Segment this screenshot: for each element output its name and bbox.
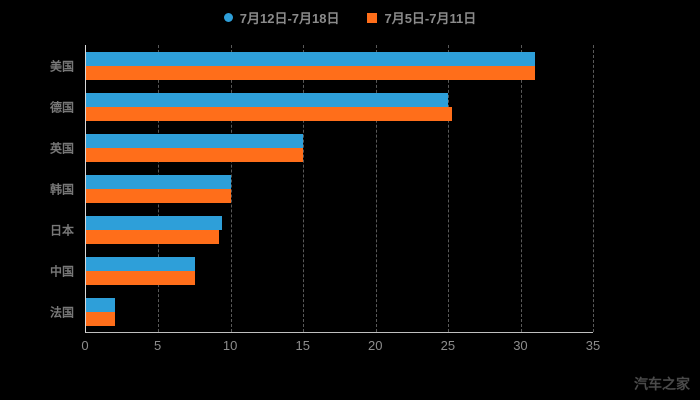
- y-axis-labels: 美国德国英国韩国日本中国法国: [0, 45, 78, 333]
- x-tick-label: 30: [513, 338, 528, 353]
- legend-circle-marker-icon: [223, 13, 233, 22]
- bar-week1-4[interactable]: [86, 188, 231, 203]
- legend-square-marker-icon: [367, 12, 378, 23]
- x-tick-label: 5: [153, 338, 162, 353]
- bar-week2-3[interactable]: [86, 133, 304, 148]
- gridline-x-25: [448, 45, 450, 332]
- gridline-x-10: [230, 45, 232, 332]
- y-category-label: 日本: [49, 223, 74, 238]
- bar-group-7: [86, 291, 593, 332]
- y-category-label: 法国: [49, 305, 74, 320]
- x-tick-label: 20: [368, 338, 383, 353]
- autohome-watermark: 汽车之家: [634, 376, 690, 392]
- gridline-x-15: [303, 45, 305, 332]
- bar-group-5: [86, 209, 593, 250]
- bar-group-2: [86, 86, 593, 127]
- gridline-x-30: [520, 45, 522, 332]
- bar-group-1: [86, 45, 593, 86]
- legend-label: 7月12日-7月18日: [239, 11, 340, 26]
- y-category-label: 美国: [49, 59, 74, 74]
- bar-week1-6[interactable]: [86, 270, 195, 285]
- bar-week2-2[interactable]: [86, 92, 449, 107]
- gridline-x-20: [375, 45, 377, 332]
- bar-week1-5[interactable]: [86, 229, 220, 244]
- bar-group-3: [86, 127, 593, 168]
- bar-group-6: [86, 250, 593, 291]
- bar-week1-3[interactable]: [86, 147, 304, 162]
- bar-week1-7[interactable]: [86, 311, 115, 326]
- x-tick-label: 35: [585, 338, 601, 353]
- bar-week2-6[interactable]: [86, 256, 195, 271]
- legend-item-week1[interactable]: 7月5日-7月11日: [367, 8, 476, 27]
- bar-week1-2[interactable]: [86, 106, 453, 121]
- x-axis-labels: 0 5 10 15 20 25 30 35: [81, 338, 600, 356]
- x-tick-label: 10: [222, 338, 238, 353]
- bar-week2-4[interactable]: [86, 174, 231, 189]
- y-category-label: 英国: [49, 141, 74, 156]
- legend-label: 7月5日-7月11日: [384, 11, 477, 26]
- bar-week2-1[interactable]: [86, 51, 536, 66]
- plot-area: [85, 45, 594, 333]
- y-category-label: 韩国: [49, 182, 74, 197]
- x-tick-label: 25: [440, 338, 456, 353]
- x-tick-label: 0: [81, 338, 89, 353]
- bar-week2-5[interactable]: [86, 215, 223, 230]
- bar-week2-7[interactable]: [86, 297, 115, 312]
- legend-item-week2[interactable]: 7月12日-7月18日: [223, 8, 340, 27]
- chart-legend: 7月12日-7月18日 7月5日-7月11日: [0, 8, 700, 27]
- y-category-label: 中国: [49, 264, 74, 279]
- x-tick-label: 15: [295, 338, 310, 353]
- y-category-label: 德国: [49, 100, 74, 115]
- gridline-x-35: [593, 45, 594, 332]
- bar-rows: [86, 45, 593, 332]
- bar-week1-1[interactable]: [86, 65, 536, 80]
- bar-group-4: [86, 168, 593, 209]
